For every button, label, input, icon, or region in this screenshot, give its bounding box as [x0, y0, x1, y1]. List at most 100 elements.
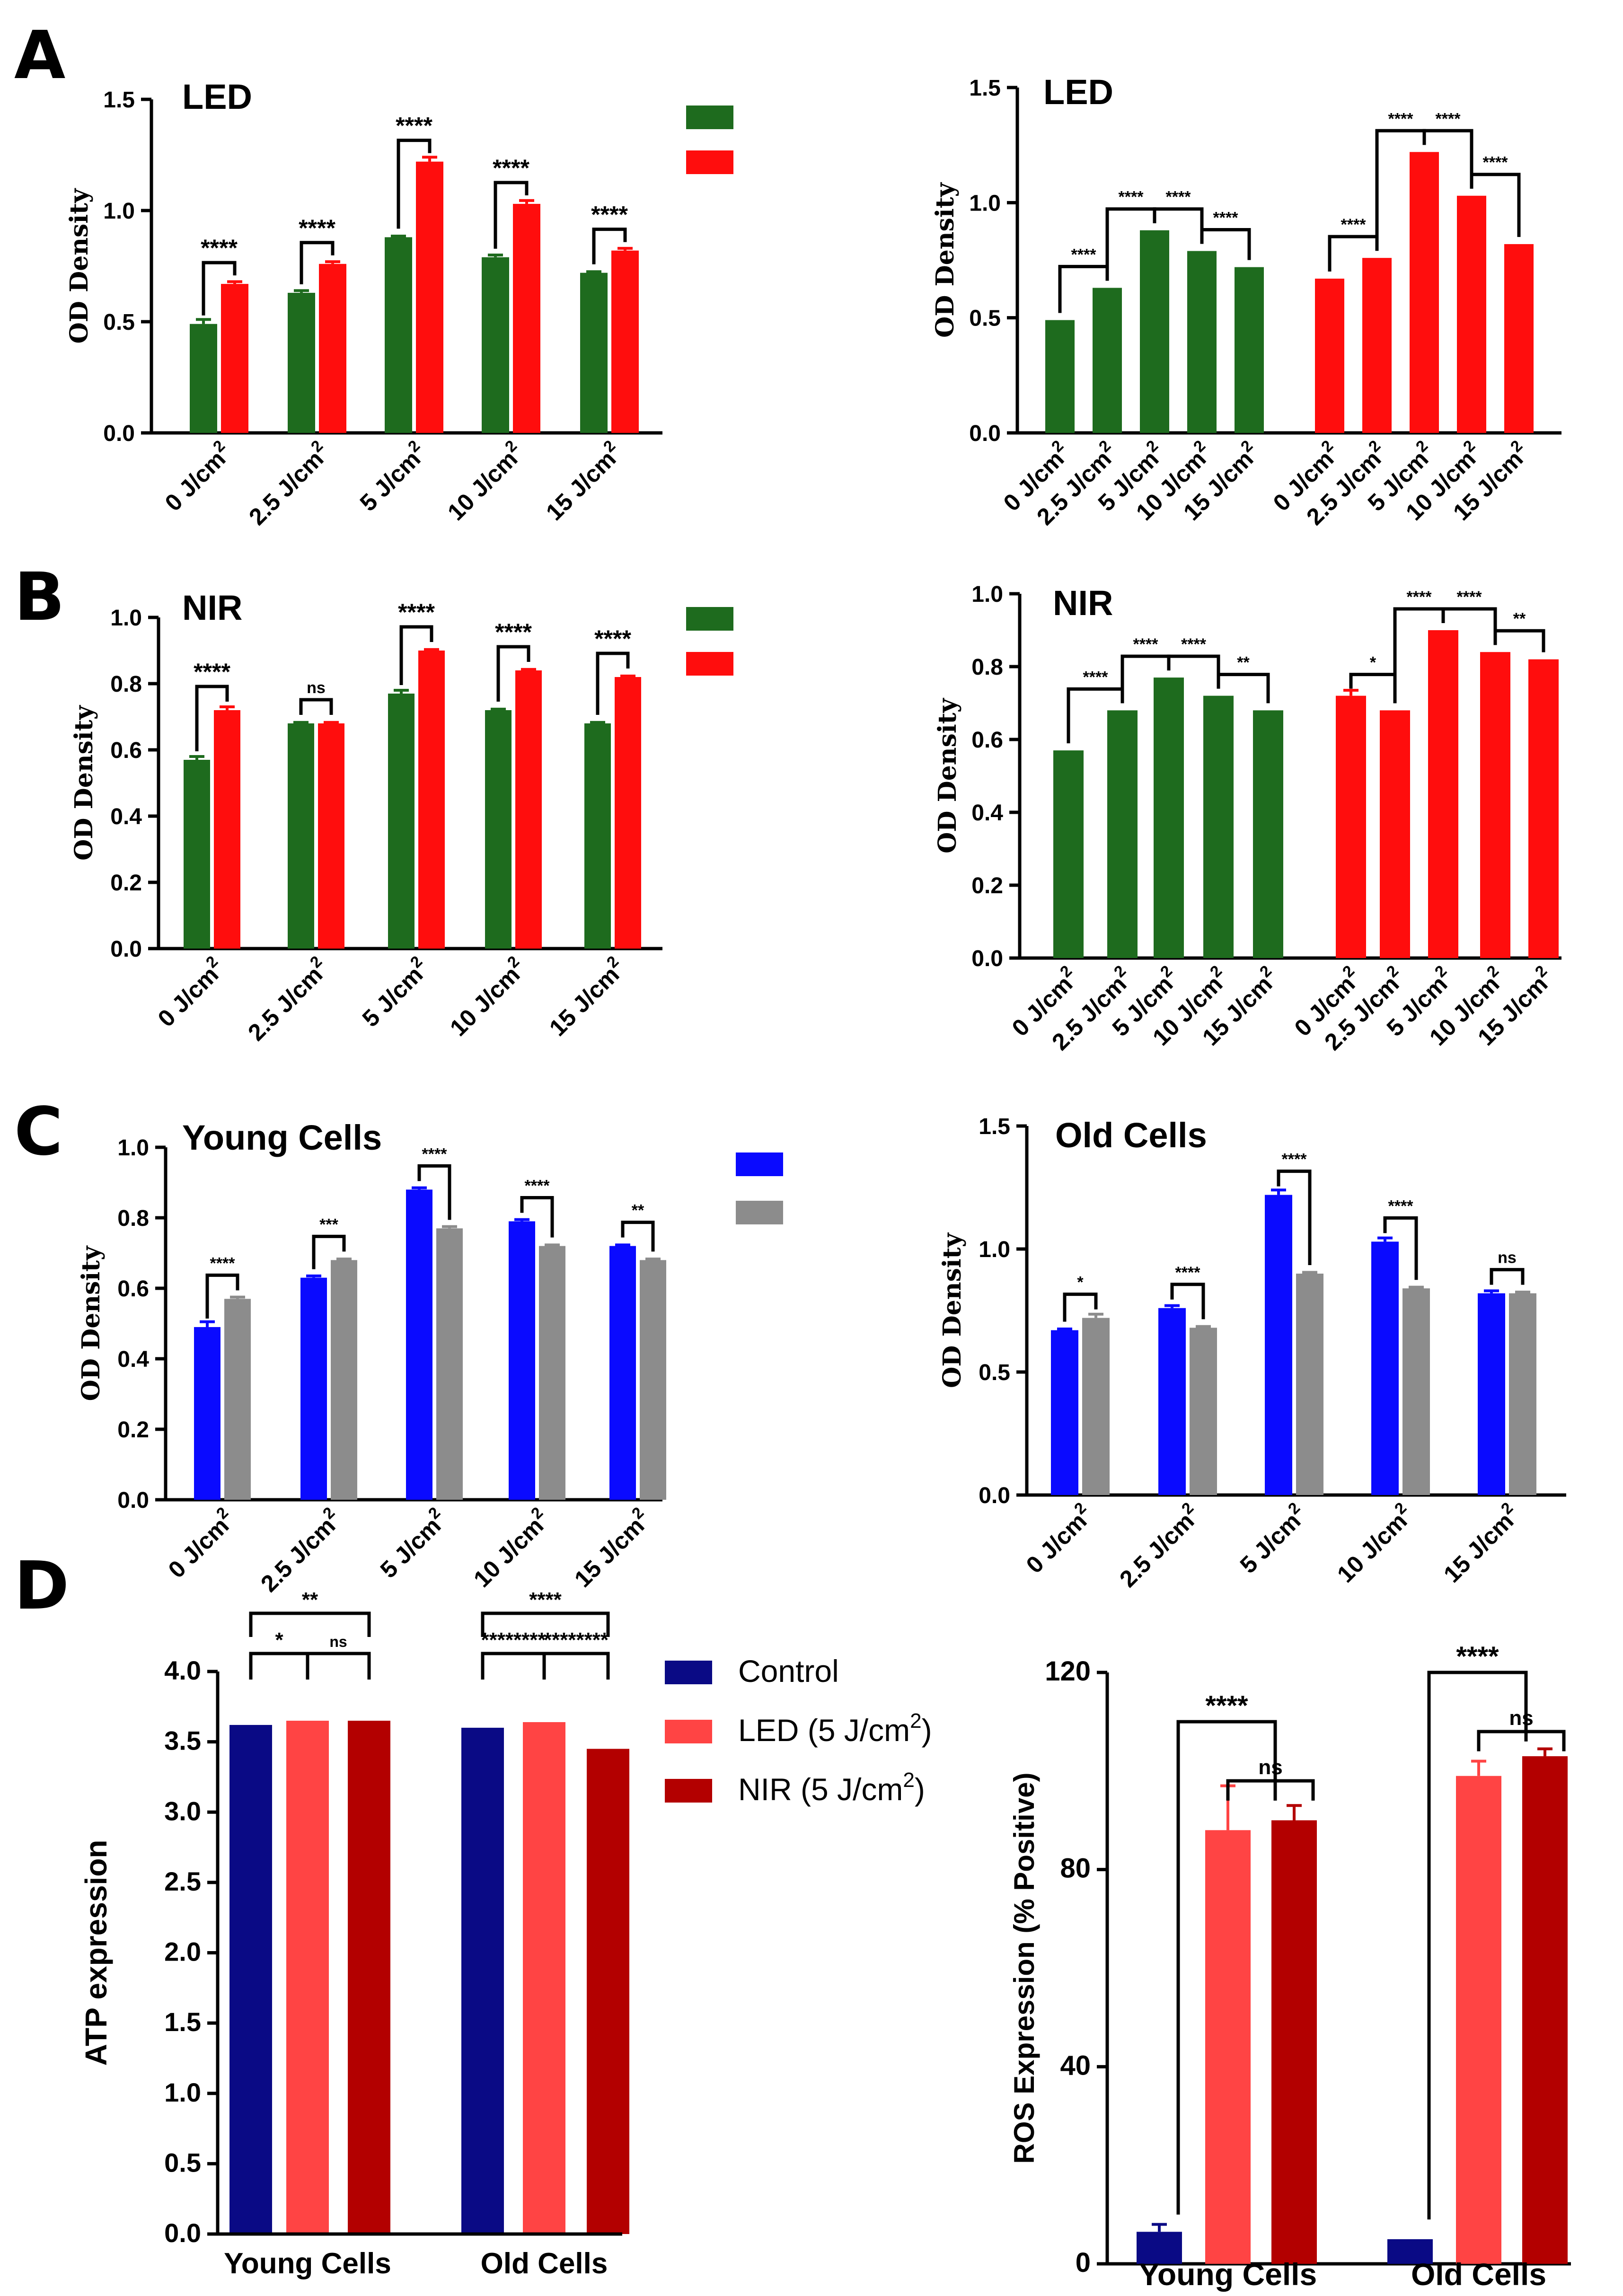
significance-bracket — [1170, 1283, 1205, 1320]
significance-bracket — [481, 1611, 610, 1637]
significance-bracket — [621, 1221, 655, 1252]
bar-old — [1336, 695, 1366, 958]
x-tick-label: 10 J/cm2 — [1330, 1499, 1419, 1588]
y-tick-label: 1.5 — [969, 76, 1001, 101]
bar-young — [288, 292, 315, 433]
bar-young — [1107, 710, 1138, 958]
significance-label: ns — [307, 679, 326, 697]
y-tick-label: 0.5 — [164, 2147, 201, 2177]
significance-label: **** — [210, 1254, 236, 1272]
significance-bracket — [1277, 1170, 1312, 1265]
bar-old — [1528, 659, 1559, 958]
bar-nir — [640, 1260, 666, 1500]
x-tick-label: 2.5 J/cm2 — [244, 437, 328, 530]
x-tick-text: 5 J/cm2 — [355, 952, 434, 1032]
bar-control — [461, 1727, 504, 2234]
bar-young — [388, 694, 415, 949]
bar-young — [1045, 320, 1075, 433]
bar-young — [580, 273, 608, 433]
x-tick-label: 10 J/cm2 — [442, 952, 531, 1041]
y-tick-label: 0.6 — [110, 738, 142, 763]
bar-young — [1253, 710, 1283, 958]
significance-label: **** — [1388, 110, 1414, 128]
bar-old — [318, 723, 344, 949]
bar-led — [300, 1277, 327, 1500]
x-tick-text: 5 J/cm2 — [353, 437, 432, 516]
y-axis-label: OD Density — [77, 1245, 106, 1401]
significance-bracket — [1427, 1671, 1528, 2220]
x-tick-label: 5 J/cm2 — [355, 952, 434, 1032]
bar-young — [1093, 288, 1122, 433]
significance-bracket — [1200, 228, 1251, 260]
legend-swatch — [665, 1661, 712, 1684]
significance-label: **** — [1071, 246, 1097, 264]
y-tick-label: 0.0 — [979, 1483, 1010, 1508]
significance-label: * — [1370, 654, 1376, 672]
x-tick-text: 10 J/cm2 — [442, 952, 531, 1041]
significance-label: **** — [1181, 635, 1207, 653]
bar-young — [184, 760, 210, 949]
significance-bracket — [249, 1611, 371, 1637]
x-tick-text: 0 J/cm2 — [161, 1504, 240, 1583]
x-tick-label: 10 J/cm2 — [468, 1504, 548, 1592]
bar-young — [1154, 677, 1184, 958]
legend-close: ) — [915, 1772, 925, 1807]
significance-label: **** — [1456, 1641, 1499, 1672]
bar-nir-5 — [1271, 1820, 1317, 2264]
y-axis-label: OD Density — [65, 188, 94, 344]
x-tick-label: Young Cells — [224, 2247, 391, 2280]
significance-bracket — [205, 1273, 239, 1319]
significance-label: ** — [632, 1202, 644, 1220]
bar-control — [1387, 2239, 1433, 2264]
x-tick-label: 5 J/cm2 — [353, 437, 432, 516]
significance-bracket — [481, 1652, 546, 1680]
legend-control: Control — [738, 1654, 839, 1689]
bar-led — [1051, 1330, 1078, 1495]
x-tick-text: 2.5 J/cm2 — [240, 952, 334, 1046]
y-tick-label: 0.4 — [110, 804, 142, 829]
chart-title: Young Cells — [182, 1118, 382, 1157]
significance-bracket — [1063, 1293, 1098, 1322]
bar-led — [1478, 1293, 1505, 1495]
significance-bracket — [1477, 1730, 1566, 1751]
significance-label: **** — [194, 659, 230, 685]
y-tick-label: 1.0 — [110, 606, 142, 631]
significance-label: ** — [1237, 654, 1250, 672]
y-tick-label: 0.2 — [110, 871, 142, 896]
bar-nir — [1190, 1328, 1217, 1495]
x-tick-text: 10 J/cm2 — [1330, 1499, 1419, 1588]
bar-old — [1480, 652, 1510, 958]
x-tick-label: Old Cells — [481, 2247, 608, 2280]
significance-bracket — [1167, 654, 1220, 689]
bar-nir — [436, 1228, 463, 1500]
y-axis-label: OD Density — [938, 1232, 967, 1388]
y-tick-label: 0.0 — [110, 937, 142, 962]
y-tick-label: 1.0 — [979, 1237, 1010, 1262]
significance-label: **** — [1166, 188, 1191, 206]
bar-led — [609, 1246, 636, 1500]
significance-label: **** — [1119, 188, 1144, 206]
y-axis-label: OD Density — [931, 182, 960, 338]
significance-bracket — [1493, 629, 1545, 652]
significance-bracket — [496, 645, 530, 702]
y-tick-label: 1.5 — [979, 1114, 1010, 1139]
significance-label: **** — [201, 235, 238, 261]
y-tick-label: 0.8 — [971, 655, 1003, 680]
y-tick-label: 0 — [1076, 2247, 1091, 2278]
legend-swatch — [686, 652, 733, 676]
y-tick-label: 0.0 — [103, 421, 135, 446]
y-tick-label: 1.0 — [117, 1135, 149, 1161]
bar-nir — [1296, 1274, 1323, 1495]
significance-label: **** — [1175, 1264, 1201, 1282]
x-tick-text: 0 J/cm2 — [150, 952, 230, 1032]
y-tick-label: 0.0 — [164, 2218, 201, 2248]
x-tick-text: 15 J/cm2 — [542, 952, 631, 1041]
bar-led — [406, 1189, 432, 1500]
significance-label: **** — [1457, 588, 1482, 606]
significance-label: **** — [1205, 1690, 1248, 1721]
x-tick-text: 5 J/cm2 — [373, 1504, 452, 1583]
significance-label: **** — [493, 155, 529, 181]
legend-swatch — [665, 1779, 712, 1803]
significance-label: **** — [594, 625, 631, 652]
bar-old — [611, 250, 639, 433]
